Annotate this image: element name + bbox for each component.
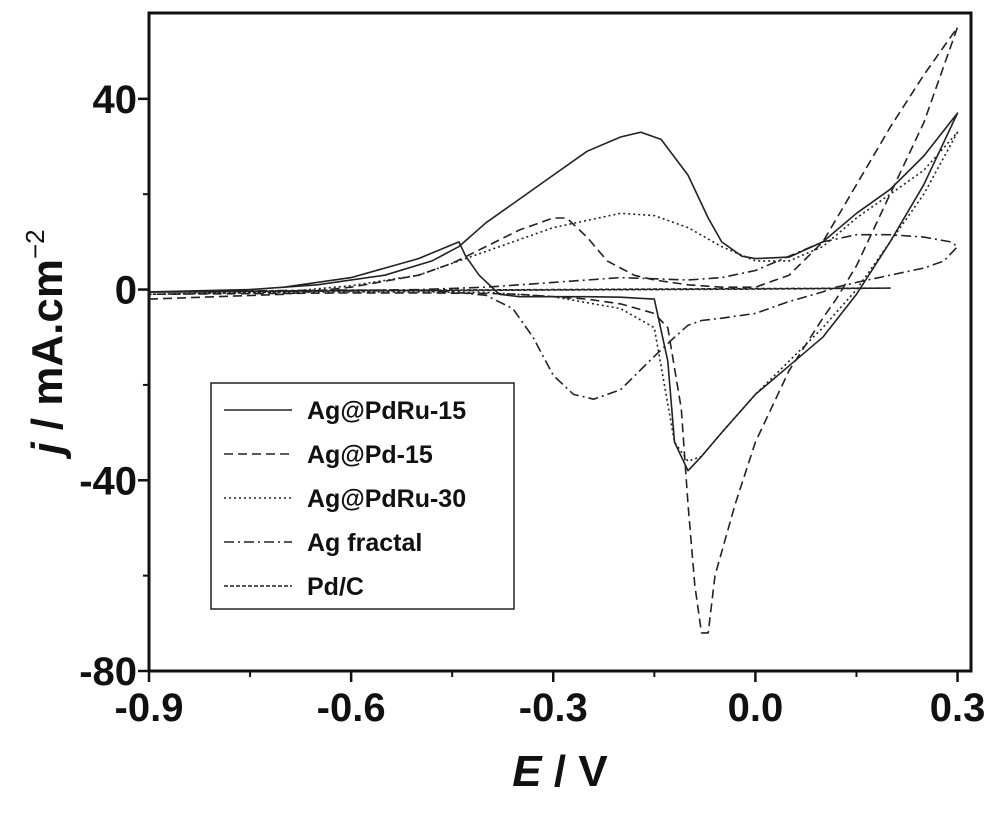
y-axis-title-variable: j: [23, 442, 72, 460]
y-tick-label: 0: [115, 269, 137, 313]
legend-label: Pd/C: [307, 573, 364, 601]
series-line-5: [148, 287, 891, 293]
legend-label: Ag@PdRu-30: [307, 485, 466, 513]
x-axis-title: E / V: [512, 747, 608, 796]
y-axis-title-unit: / mA.cm: [23, 259, 72, 442]
y-axis-title-exponent: −2: [20, 229, 50, 259]
y-axis-title: j / mA.cm−2: [20, 229, 72, 459]
series-line-4: [148, 233, 959, 400]
x-tick-label: 0.0: [728, 686, 784, 730]
legend: Ag@PdRu-15 Ag@Pd-15 Ag@PdRu-30 Ag fractal Pd…: [210, 382, 515, 610]
series-line-3: [148, 131, 959, 462]
series-line-2: [148, 26, 959, 634]
x-tick-label: -0.9: [115, 686, 184, 730]
x-tick-label: 0.3: [930, 686, 986, 730]
x-axis-title-variable: E: [512, 747, 543, 796]
legend-label: Ag@Pd-15: [307, 441, 433, 469]
x-tick-label: -0.3: [519, 686, 588, 730]
legend-label: Ag fractal: [307, 529, 422, 557]
x-tick-label: -0.6: [317, 686, 386, 730]
series-layer: [148, 26, 959, 634]
x-axis: -0.9 -0.6 -0.3 0.0 0.3: [115, 671, 986, 730]
y-tick-label: -40: [79, 459, 137, 503]
x-axis-title-unit: / V: [542, 747, 609, 796]
y-axis-title-group: j / mA.cm−2: [20, 229, 72, 459]
plot-area-frame: [147, 11, 973, 673]
y-tick-label: 40: [93, 78, 138, 122]
legend-label: Ag@PdRu-15: [307, 397, 466, 425]
y-tick-label: -80: [79, 650, 137, 694]
legend-box: [210, 382, 515, 610]
y-axis: -80 -40 0 40: [79, 78, 149, 694]
